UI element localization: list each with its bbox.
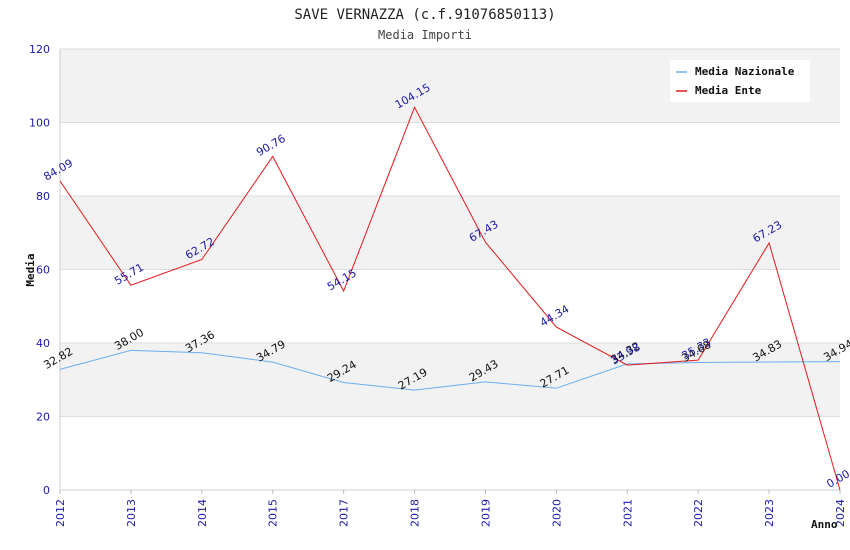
y-tick-label: 100 xyxy=(29,117,50,130)
plot-band xyxy=(60,343,840,417)
series-line-ente xyxy=(59,106,841,491)
legend-label-ente: Media Ente xyxy=(695,84,762,97)
y-tick-label: 60 xyxy=(36,264,50,277)
x-tick-label: 2014 xyxy=(196,499,209,527)
series-lines xyxy=(59,106,841,491)
x-tick-label: 2023 xyxy=(763,499,776,527)
x-tick-label: 2018 xyxy=(409,499,422,527)
legend-box xyxy=(670,60,810,102)
x-tick-label: 2013 xyxy=(125,499,138,527)
plot-band xyxy=(60,416,840,490)
chart-subtitle: Media Importi xyxy=(378,28,472,42)
y-tick-label: 20 xyxy=(36,411,50,424)
x-axis-ticks: 2012 2013 2014 2015 2017 2018 2019 2020 2021 2022… xyxy=(54,490,847,527)
x-axis-label: Anno xyxy=(811,518,838,531)
legend-label-nazionale: Media Nazionale xyxy=(695,65,795,78)
y-axis-label: Media xyxy=(24,253,37,286)
y-axis-ticks: 0 20 40 60 80 100 120 xyxy=(29,43,50,497)
y-tick-label: 40 xyxy=(36,337,50,350)
x-tick-label: 2015 xyxy=(267,499,280,527)
x-tick-label: 2017 xyxy=(338,499,351,527)
plot-band xyxy=(60,122,840,196)
x-tick-label: 2024 xyxy=(834,499,847,527)
plot-band xyxy=(60,196,840,270)
chart-title: SAVE VERNAZZA (c.f.91076850113) xyxy=(294,7,555,23)
x-tick-label: 2012 xyxy=(54,499,67,527)
y-tick-label: 120 xyxy=(29,43,50,56)
y-tick-label: 80 xyxy=(36,190,50,203)
plot-band xyxy=(60,269,840,343)
series-line-nazionale xyxy=(59,349,841,391)
x-tick-label: 2019 xyxy=(479,499,492,527)
grid-lines xyxy=(59,48,840,491)
x-tick-label: 2022 xyxy=(692,499,705,527)
legend: Media Nazionale Media Ente xyxy=(670,60,810,102)
y-tick-label: 0 xyxy=(43,484,50,497)
x-tick-label: 2020 xyxy=(550,499,563,527)
x-tick-label: 2021 xyxy=(621,499,634,527)
